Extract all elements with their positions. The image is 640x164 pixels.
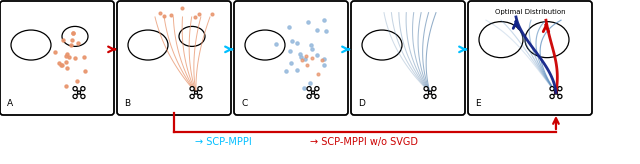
Ellipse shape [179,26,205,46]
Ellipse shape [312,91,314,94]
Ellipse shape [195,91,198,94]
Ellipse shape [557,94,562,99]
FancyBboxPatch shape [0,1,114,115]
Ellipse shape [429,91,431,94]
Ellipse shape [245,30,285,60]
Ellipse shape [557,87,562,91]
Ellipse shape [432,87,436,91]
Ellipse shape [11,30,51,60]
FancyBboxPatch shape [234,1,348,115]
Text: E: E [475,99,481,108]
Text: Optimal Distribution: Optimal Distribution [495,9,565,15]
Ellipse shape [81,87,85,91]
Ellipse shape [479,22,523,58]
Ellipse shape [77,91,81,94]
Ellipse shape [554,91,557,94]
Ellipse shape [307,94,311,99]
Text: → SCP-MPPI w/o SVGD: → SCP-MPPI w/o SVGD [310,137,418,147]
Text: C: C [241,99,247,108]
Text: B: B [124,99,130,108]
Ellipse shape [73,94,77,99]
Text: A: A [7,99,13,108]
Ellipse shape [315,94,319,99]
Text: → SCP-MPPI: → SCP-MPPI [195,137,252,147]
Ellipse shape [190,87,194,91]
Ellipse shape [424,87,428,91]
Ellipse shape [424,94,428,99]
FancyBboxPatch shape [468,1,592,115]
Ellipse shape [362,30,402,60]
Ellipse shape [81,94,85,99]
Ellipse shape [525,22,569,58]
Ellipse shape [190,94,194,99]
Ellipse shape [128,30,168,60]
Ellipse shape [62,26,88,46]
Ellipse shape [550,87,554,91]
Ellipse shape [307,87,311,91]
Ellipse shape [198,94,202,99]
Ellipse shape [550,94,554,99]
Ellipse shape [432,94,436,99]
Ellipse shape [315,87,319,91]
FancyBboxPatch shape [351,1,465,115]
Ellipse shape [73,87,77,91]
FancyBboxPatch shape [117,1,231,115]
Ellipse shape [198,87,202,91]
Text: D: D [358,99,365,108]
